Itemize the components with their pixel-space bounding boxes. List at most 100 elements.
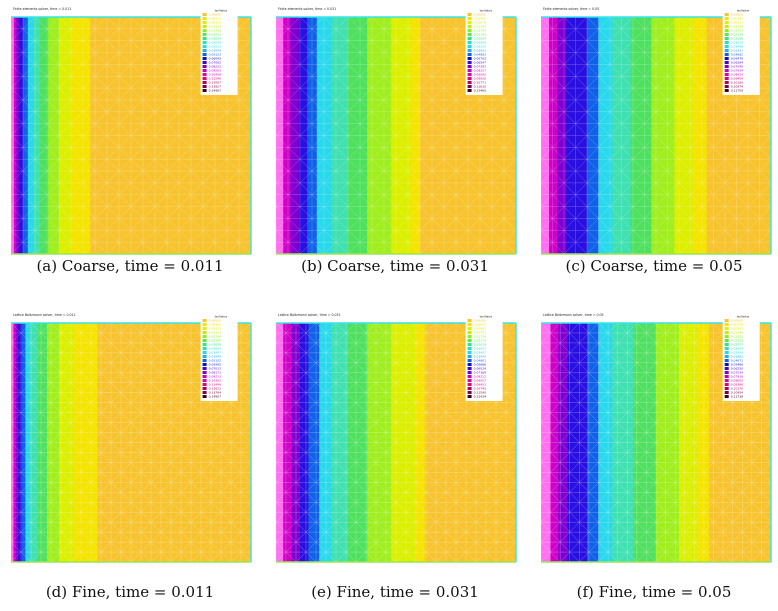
mesh-line — [598, 372, 609, 383]
mesh-line — [540, 28, 553, 41]
mesh-line — [505, 482, 517, 493]
mesh-line — [540, 218, 553, 231]
mesh-line — [160, 402, 172, 413]
mesh-line — [150, 462, 162, 473]
mesh-line — [575, 194, 588, 207]
mesh-line — [287, 194, 301, 207]
mesh-line — [684, 432, 695, 443]
mesh-line — [675, 372, 685, 383]
mesh-line — [395, 532, 407, 543]
mesh-line — [347, 123, 361, 136]
mesh-line — [46, 147, 60, 160]
legend-swatch — [202, 359, 207, 362]
mesh-line — [275, 111, 289, 124]
mesh-line — [485, 502, 497, 513]
mesh-line — [667, 64, 680, 77]
mesh-line — [540, 551, 551, 563]
mesh-line — [359, 194, 373, 207]
mesh-line — [655, 230, 668, 243]
mesh-line — [586, 135, 599, 148]
mesh-line — [347, 147, 361, 160]
mesh-line — [46, 40, 60, 53]
mesh-line — [505, 502, 517, 513]
mesh-line — [58, 135, 72, 148]
mesh-line — [550, 502, 561, 513]
mesh-line — [455, 532, 467, 543]
legend-value: 0.07368 — [474, 371, 486, 375]
mesh-line — [684, 462, 695, 473]
mesh-line — [170, 332, 182, 344]
mesh-line — [588, 522, 599, 533]
mesh-line — [120, 392, 132, 403]
mesh-line — [665, 352, 676, 363]
mesh-line — [724, 206, 737, 219]
mesh-line — [46, 218, 60, 231]
mesh-line — [295, 551, 307, 563]
mesh-line — [383, 170, 397, 184]
mesh-line — [82, 16, 96, 29]
mesh-line — [22, 218, 36, 231]
mesh-line — [50, 362, 62, 373]
mesh-line — [299, 230, 313, 243]
mesh-line — [365, 372, 377, 383]
mesh-line — [560, 382, 570, 393]
mesh-line — [550, 432, 561, 443]
mesh-line — [130, 52, 144, 65]
mesh-line — [375, 342, 387, 353]
mesh-line — [588, 432, 599, 443]
mesh-line — [10, 64, 24, 77]
mesh-line — [617, 472, 628, 483]
legend-swatch — [202, 25, 207, 28]
mesh-line — [395, 412, 407, 423]
contour-plot: Lattice Boltzmann solver, time = 0.05 Iso… — [540, 313, 772, 563]
mesh-line — [10, 522, 22, 533]
mesh-line — [190, 392, 202, 403]
legend-swatch — [724, 69, 729, 72]
mesh-line — [586, 147, 599, 160]
mesh-line — [170, 402, 182, 413]
mesh-line — [347, 194, 361, 207]
mesh-line — [295, 452, 307, 463]
mesh-line — [178, 16, 192, 29]
mesh-line — [130, 230, 144, 243]
mesh-line — [166, 76, 180, 89]
mesh-line — [90, 541, 102, 553]
mesh-line — [563, 159, 576, 172]
mesh-line — [540, 462, 551, 473]
mesh-line — [335, 522, 347, 533]
mesh-line — [636, 402, 647, 413]
mesh-line — [110, 422, 122, 433]
mesh-line — [323, 52, 337, 65]
mesh-line — [540, 230, 553, 243]
mesh-line — [46, 28, 60, 41]
mesh-line — [50, 372, 62, 383]
mesh-line — [540, 99, 553, 112]
mesh-line — [355, 482, 367, 493]
mesh-line — [579, 472, 590, 483]
mesh-line — [30, 382, 42, 393]
mesh-line — [405, 522, 417, 533]
legend-swatch — [467, 45, 472, 48]
mesh-line — [220, 402, 232, 413]
mesh-line — [703, 532, 714, 543]
mesh-line — [575, 170, 588, 184]
mesh-line — [10, 372, 22, 383]
mesh-line — [407, 87, 421, 101]
mesh-line — [627, 551, 637, 563]
mesh-line — [22, 76, 36, 89]
mesh-line — [359, 76, 373, 89]
mesh-line — [315, 342, 327, 353]
mesh-line — [655, 412, 666, 423]
mesh-line — [70, 541, 82, 553]
legend-swatch — [202, 343, 207, 346]
mesh-line — [140, 462, 152, 473]
mesh-line — [431, 147, 445, 160]
mesh-line — [632, 206, 645, 219]
mesh-line — [150, 482, 162, 493]
mesh-line — [311, 182, 325, 195]
mesh-line — [415, 502, 427, 513]
mesh-line — [325, 472, 337, 483]
mesh-line — [178, 182, 192, 195]
mesh-line — [50, 462, 62, 473]
mesh-line — [345, 392, 357, 403]
